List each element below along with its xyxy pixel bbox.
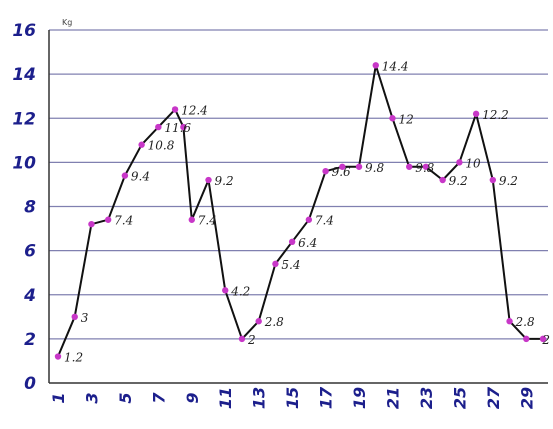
unit-label: Kg [62,18,72,27]
data-point [406,163,413,170]
x-tick-label: 29 [517,387,536,409]
y-tick-labels: 0 2 4 6 8 10 12 14 16 [12,21,36,394]
data-point [389,115,396,122]
data-point [88,220,95,228]
y-tick-label: 14 [12,65,36,85]
data-point [372,62,379,69]
data-label: 9.8 [365,161,384,175]
data-label: 7.4 [198,214,217,228]
data-point [439,176,446,184]
series-line [57,64,543,357]
x-tick-label: 3 [82,392,101,403]
data-label: 7.4 [315,214,334,228]
data-point [54,353,62,360]
y-tick-label: 12 [12,109,36,129]
y-tick-label: 4 [23,286,36,306]
data-point [121,172,129,179]
data-label: 2.8 [264,315,284,329]
data-point [238,335,246,343]
data-label: 2.8 [515,315,535,329]
data-point [506,318,513,325]
data-point [188,216,195,223]
data-label: 12 [398,112,413,126]
data-point [71,313,78,321]
data-label: 2 [541,333,550,347]
x-tick-label: 1 [49,392,68,403]
data-label: 3 [81,311,89,325]
data-point [171,106,179,113]
data-point [138,141,145,148]
data-point [523,335,530,343]
data-label: 9.2 [215,174,234,188]
data-point [255,318,262,325]
data-point [305,216,313,223]
x-tick-label: 19 [350,387,369,409]
data-point [339,163,346,170]
data-point [489,176,497,184]
data-label: 9.6 [332,165,351,179]
data-label: 11.6 [164,121,191,135]
data-label: 12.4 [181,103,208,117]
data-point [422,163,430,170]
x-tick-label: 27 [484,386,503,409]
data-point [355,163,363,170]
data-point [322,168,329,175]
data-labels: 1.2 3 7.4 9.4 10.8 11.6 12.4 7.4 9.2 4.2 2 2.8 5.4 6.… [64,59,550,364]
x-tick-label: 5 [116,392,135,403]
data-label: 9.2 [449,174,468,188]
x-tick-label: 15 [283,387,302,409]
x-tick-labels: 1 3 5 7 9 11 13 15 17 19 21 23 25 27 29 [49,386,536,409]
data-point [222,287,229,294]
y-tick-label: 10 [12,153,36,173]
data-label: 9.2 [499,174,518,188]
y-tick-label: 8 [24,198,36,218]
data-label: 4.2 [230,284,250,298]
data-label: 10.8 [148,139,175,153]
x-tick-label: 7 [149,392,168,404]
series-layer [57,64,543,357]
data-label: 10 [465,156,481,170]
gridlines [49,29,548,340]
y-tick-label: 2 [24,330,36,350]
x-tick-label: 23 [417,387,436,409]
data-label: 5.4 [281,258,300,272]
data-label: 9.8 [415,161,434,175]
data-point [155,123,162,131]
data-point [180,123,187,131]
data-label: 14.4 [382,59,409,73]
data-point [288,238,296,245]
data-points [54,62,547,360]
data-point [272,260,279,268]
data-label: 9.4 [131,170,150,184]
data-point [539,335,547,343]
y-tick-label: 0 [24,374,36,394]
axes [48,30,548,384]
data-point [472,110,480,118]
data-label: 12.2 [482,108,509,122]
x-tick-label: 13 [250,387,269,409]
y-tick-label: 6 [24,242,36,262]
y-tick-label: 16 [12,21,36,41]
data-label: 7.4 [114,214,133,228]
x-tick-label: 17 [317,386,336,409]
data-point [456,159,463,166]
data-label: 1.2 [64,351,83,365]
data-point [104,216,112,223]
x-tick-label: 11 [216,387,235,409]
data-label: 6.4 [298,236,317,250]
data-point [205,176,212,184]
x-tick-label: 21 [383,387,402,409]
data-label: 2 [247,333,256,347]
x-tick-label: 25 [450,387,469,409]
x-tick-label: 9 [183,392,202,403]
